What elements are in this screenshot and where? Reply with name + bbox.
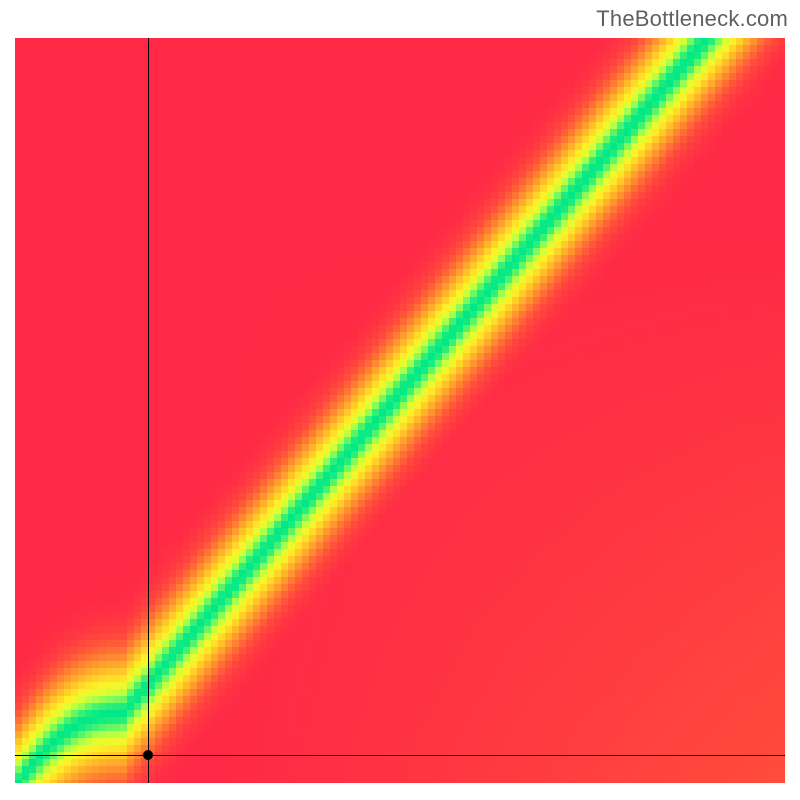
attribution-label: TheBottleneck.com (596, 6, 788, 32)
heatmap-plot (15, 38, 785, 783)
chart-container: TheBottleneck.com (0, 0, 800, 800)
heatmap-canvas (15, 38, 785, 783)
crosshair-horizontal-line (15, 755, 785, 756)
crosshair-vertical-line (148, 38, 149, 783)
